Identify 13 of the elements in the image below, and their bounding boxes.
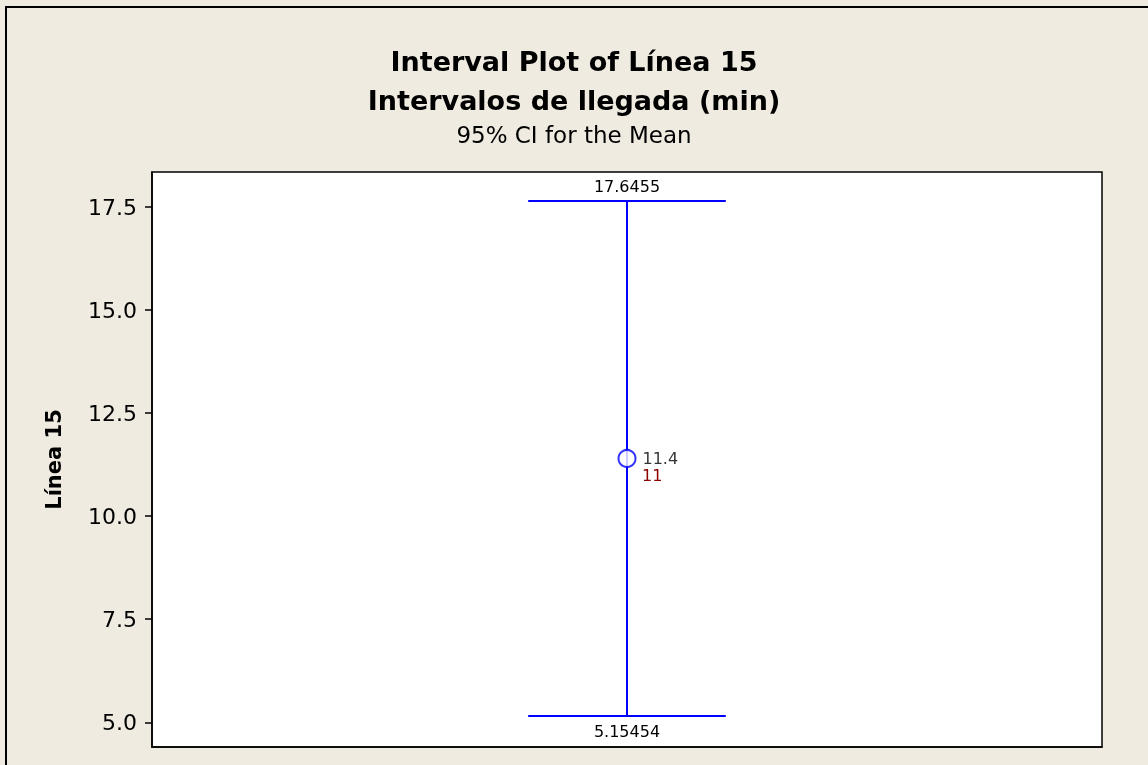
- y-tick-label: 7.5: [102, 606, 137, 632]
- y-tick-label: 12.5: [88, 400, 137, 426]
- y-tick-label: 15.0: [88, 297, 137, 323]
- y-axis-title: Línea 15: [41, 409, 66, 510]
- annotation: 11: [642, 465, 663, 485]
- data-label: 11.4: [642, 448, 679, 468]
- annotation: 17.6455: [593, 176, 661, 196]
- chart-subtitle: 95% CI for the Mean: [456, 122, 692, 148]
- y-tick-label: 17.5: [88, 194, 137, 220]
- chart-title: Interval Plot of Línea 15 Intervalos de llegada (min): [367, 46, 781, 116]
- y-tick-label: 10.0: [88, 503, 137, 529]
- annotation: 5.15454: [593, 722, 661, 742]
- y-tick-label: 5.0: [102, 709, 137, 735]
